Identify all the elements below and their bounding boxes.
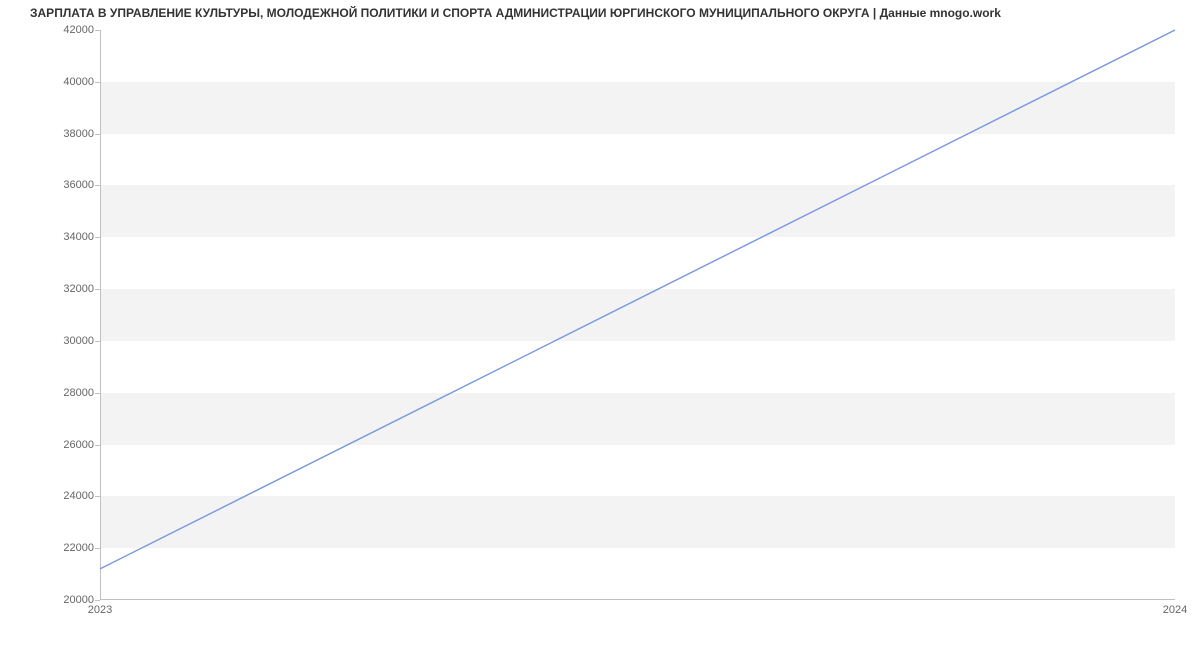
y-tick-mark	[95, 341, 100, 342]
y-tick-label: 26000	[34, 439, 94, 451]
x-tick-label: 2023	[88, 604, 112, 616]
y-tick-label: 22000	[34, 542, 94, 554]
y-tick-mark	[95, 289, 100, 290]
chart-title: ЗАРПЛАТА В УПРАВЛЕНИЕ КУЛЬТУРЫ, МОЛОДЕЖН…	[30, 6, 1001, 20]
y-tick-label: 28000	[34, 387, 94, 399]
y-tick-mark	[95, 30, 100, 31]
y-tick-mark	[95, 134, 100, 135]
x-tick-label: 2024	[1163, 604, 1187, 616]
y-tick-label: 32000	[34, 283, 94, 295]
y-tick-mark	[95, 237, 100, 238]
series-line	[100, 30, 1175, 569]
y-tick-mark	[95, 82, 100, 83]
y-tick-mark	[95, 445, 100, 446]
y-tick-mark	[95, 600, 100, 601]
plot-area	[100, 30, 1175, 600]
y-tick-label: 36000	[34, 179, 94, 191]
y-tick-mark	[95, 393, 100, 394]
y-tick-label: 30000	[34, 335, 94, 347]
y-tick-mark	[95, 548, 100, 549]
y-tick-label: 20000	[34, 594, 94, 606]
line-series-svg	[100, 30, 1175, 600]
y-tick-mark	[95, 496, 100, 497]
y-tick-label: 24000	[34, 490, 94, 502]
y-tick-label: 42000	[34, 24, 94, 36]
y-tick-mark	[95, 185, 100, 186]
y-tick-label: 40000	[34, 76, 94, 88]
y-tick-label: 38000	[34, 128, 94, 140]
y-tick-label: 34000	[34, 231, 94, 243]
